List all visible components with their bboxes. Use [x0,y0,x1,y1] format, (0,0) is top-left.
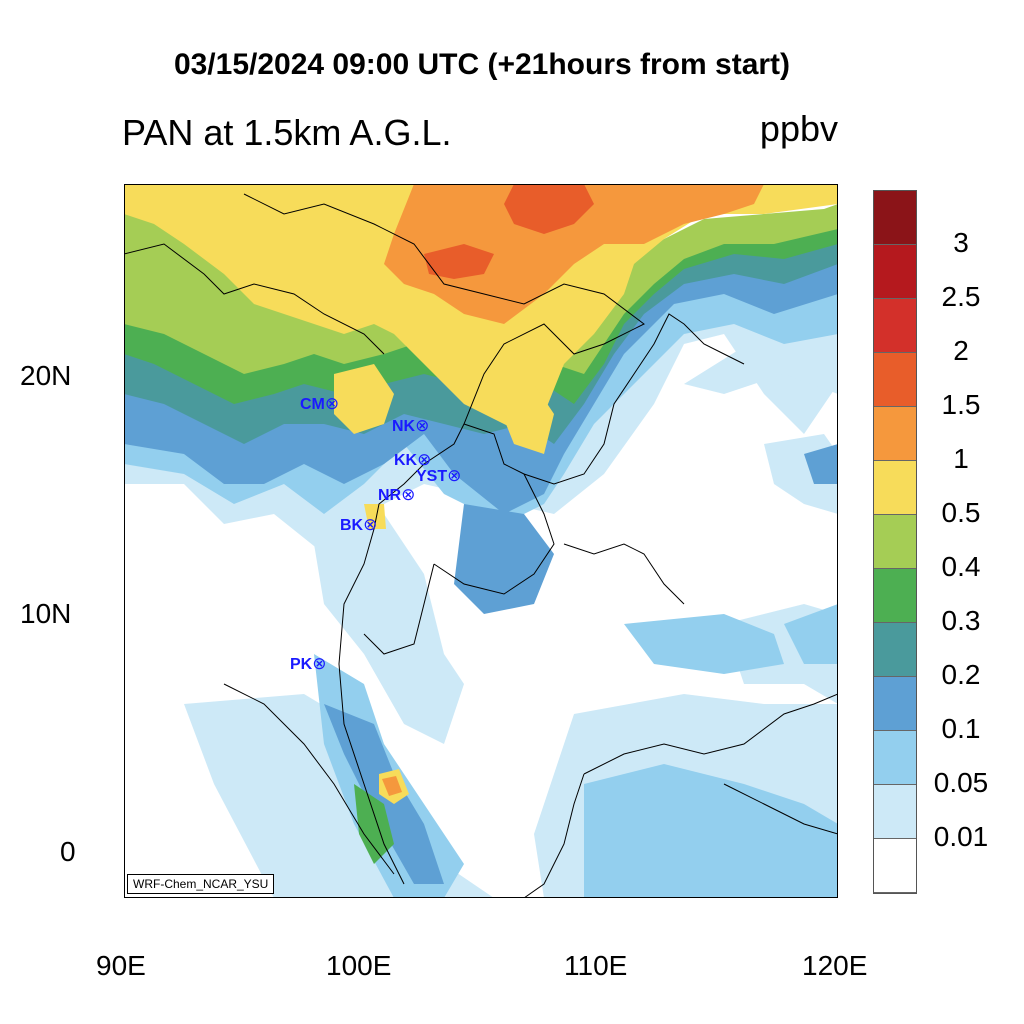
colorbar-label: 0.2 [941,659,981,690]
units-label: ppbv [759,108,838,149]
colorbar-swatch [874,839,916,893]
station-marker: KK⊗ [394,450,432,469]
colorbar-swatch [874,569,916,623]
colorbar-swatch [874,461,916,515]
colorbar-label: 2 [953,335,969,366]
pan-concentration-field [100,184,839,922]
station-marker: NR⊗ [378,485,416,504]
station-marker: BK⊗ [340,515,378,534]
colorbar-swatch [874,245,916,299]
x-tick-label: 90E [96,950,146,981]
colorbar-swatch [874,731,916,785]
map-title: 03/15/2024 09:00 UTC (+21hours from star… [173,48,791,81]
station-marker: YST⊗ [416,466,462,485]
x-tick-label: 110E [564,950,628,981]
y-tick-label: 0 [60,836,76,867]
colorbar-swatch [874,677,916,731]
colorbar-label: 0.05 [933,767,989,798]
colorbar-swatch [874,191,916,245]
colorbar [873,190,917,894]
colorbar-swatch [874,623,916,677]
colorbar-label: 0.4 [941,551,981,582]
colorbar-label: 0.1 [941,713,981,744]
station-marker: NK⊗ [392,416,430,435]
x-tick-label: 100E [326,950,392,981]
colorbar-swatch [874,299,916,353]
colorbar-swatch [874,353,916,407]
model-credit: WRF-Chem_NCAR_YSU [127,874,275,894]
colorbar-label: 2.5 [941,281,981,312]
colorbar-label: 0.3 [941,605,981,636]
y-tick-label: 10N [20,598,72,629]
colorbar-swatch [874,407,916,461]
y-tick-label: 20N [20,360,72,391]
map-panel [100,184,839,922]
colorbar-label: 0.01 [933,821,989,852]
colorbar-label: 1 [953,443,969,474]
station-marker: PK⊗ [290,654,327,673]
variable-title: PAN at 1.5km A.G.L. [122,112,452,153]
x-tick-label: 120E [802,950,868,981]
colorbar-label: 3 [953,227,969,258]
colorbar-swatch [874,785,916,839]
colorbar-label: 0.5 [941,497,981,528]
colorbar-label: 1.5 [941,389,981,420]
station-marker: CM⊗ [300,394,340,413]
colorbar-swatch [874,515,916,569]
